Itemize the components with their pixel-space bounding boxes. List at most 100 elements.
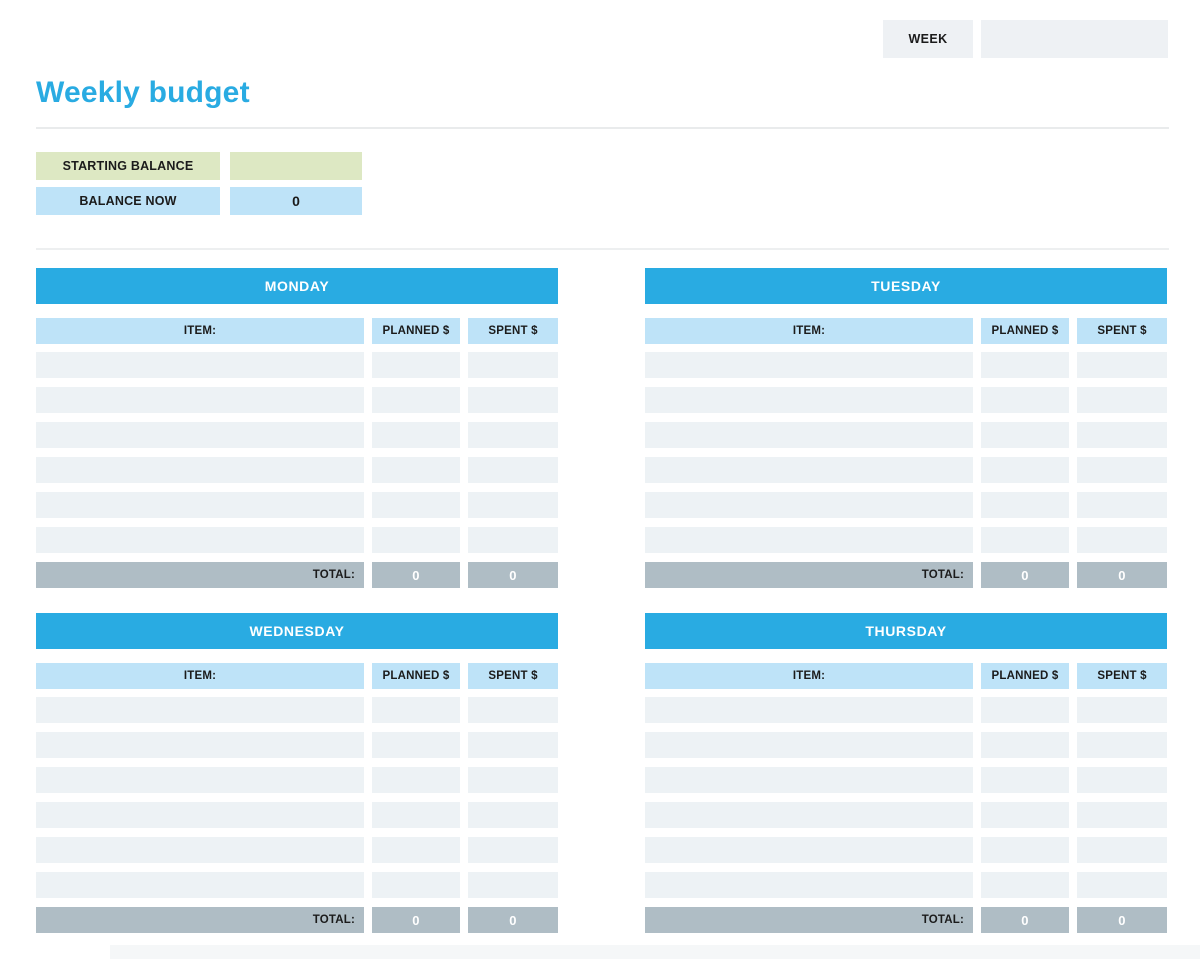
section-divider <box>36 248 1169 250</box>
spent-cell[interactable] <box>468 837 558 863</box>
item-cell[interactable] <box>645 837 973 863</box>
item-cell[interactable] <box>645 802 973 828</box>
column-header-spent: SPENT $ <box>468 318 558 344</box>
planned-cell[interactable] <box>372 457 460 483</box>
column-header-planned: PLANNED $ <box>981 318 1069 344</box>
spent-cell[interactable] <box>1077 527 1167 553</box>
item-cell[interactable] <box>36 837 364 863</box>
item-cell[interactable] <box>645 457 973 483</box>
spent-cell[interactable] <box>468 872 558 898</box>
planned-cell[interactable] <box>981 387 1069 413</box>
item-cell[interactable] <box>645 422 973 448</box>
item-cell[interactable] <box>36 767 364 793</box>
item-cell[interactable] <box>645 697 973 723</box>
item-cell[interactable] <box>36 352 364 378</box>
spent-cell[interactable] <box>468 422 558 448</box>
item-row <box>36 527 558 553</box>
day-header: TUESDAY <box>645 268 1167 304</box>
spent-cell[interactable] <box>468 767 558 793</box>
total-spent-value: 0 <box>1077 907 1167 933</box>
item-row <box>36 872 558 898</box>
item-row <box>36 837 558 863</box>
day-header: MONDAY <box>36 268 558 304</box>
total-row: TOTAL: 0 0 <box>645 907 1167 933</box>
planned-cell[interactable] <box>372 422 460 448</box>
planned-cell[interactable] <box>981 837 1069 863</box>
spent-cell[interactable] <box>1077 732 1167 758</box>
planned-cell[interactable] <box>372 872 460 898</box>
day-header: THURSDAY <box>645 613 1167 649</box>
item-row <box>645 457 1167 483</box>
item-cell[interactable] <box>645 492 973 518</box>
planned-cell[interactable] <box>981 802 1069 828</box>
spent-cell[interactable] <box>1077 387 1167 413</box>
item-cell[interactable] <box>36 732 364 758</box>
item-cell[interactable] <box>36 872 364 898</box>
spent-cell[interactable] <box>1077 457 1167 483</box>
planned-cell[interactable] <box>372 802 460 828</box>
total-label: TOTAL: <box>36 907 364 933</box>
planned-cell[interactable] <box>372 527 460 553</box>
planned-cell[interactable] <box>981 457 1069 483</box>
column-header-planned: PLANNED $ <box>372 318 460 344</box>
spent-cell[interactable] <box>1077 837 1167 863</box>
item-cell[interactable] <box>36 697 364 723</box>
spent-cell[interactable] <box>468 527 558 553</box>
spent-cell[interactable] <box>1077 872 1167 898</box>
planned-cell[interactable] <box>981 422 1069 448</box>
planned-cell[interactable] <box>981 527 1069 553</box>
item-cell[interactable] <box>645 352 973 378</box>
planned-cell[interactable] <box>981 697 1069 723</box>
planned-cell[interactable] <box>981 352 1069 378</box>
planned-cell[interactable] <box>372 732 460 758</box>
week-label: WEEK <box>883 20 973 58</box>
total-row: TOTAL: 0 0 <box>645 562 1167 588</box>
planned-cell[interactable] <box>372 387 460 413</box>
week-value-field[interactable] <box>981 20 1168 58</box>
planned-cell[interactable] <box>372 492 460 518</box>
planned-cell[interactable] <box>981 767 1069 793</box>
spent-cell[interactable] <box>1077 802 1167 828</box>
spent-cell[interactable] <box>1077 767 1167 793</box>
column-header-row: ITEM: PLANNED $ SPENT $ <box>645 318 1167 344</box>
starting-balance-value-field[interactable] <box>230 152 362 180</box>
item-cell[interactable] <box>645 387 973 413</box>
item-cell[interactable] <box>36 387 364 413</box>
item-cell[interactable] <box>645 732 973 758</box>
item-cell[interactable] <box>645 767 973 793</box>
item-row <box>645 527 1167 553</box>
item-cell[interactable] <box>36 802 364 828</box>
spent-cell[interactable] <box>468 352 558 378</box>
spent-cell[interactable] <box>468 387 558 413</box>
balance-now-value: 0 <box>230 187 362 215</box>
planned-cell[interactable] <box>981 492 1069 518</box>
planned-cell[interactable] <box>981 732 1069 758</box>
planned-cell[interactable] <box>981 872 1069 898</box>
planned-cell[interactable] <box>372 352 460 378</box>
item-row <box>645 422 1167 448</box>
column-header-planned: PLANNED $ <box>372 663 460 689</box>
planned-cell[interactable] <box>372 837 460 863</box>
item-cell[interactable] <box>645 872 973 898</box>
item-cell[interactable] <box>645 527 973 553</box>
column-header-item: ITEM: <box>36 318 364 344</box>
spent-cell[interactable] <box>468 457 558 483</box>
spent-cell[interactable] <box>468 802 558 828</box>
spent-cell[interactable] <box>1077 352 1167 378</box>
item-cell[interactable] <box>36 492 364 518</box>
item-cell[interactable] <box>36 527 364 553</box>
item-row <box>645 387 1167 413</box>
item-cell[interactable] <box>36 457 364 483</box>
planned-cell[interactable] <box>372 697 460 723</box>
spent-cell[interactable] <box>1077 422 1167 448</box>
spent-cell[interactable] <box>1077 492 1167 518</box>
spent-cell[interactable] <box>468 492 558 518</box>
column-header-row: ITEM: PLANNED $ SPENT $ <box>36 663 558 689</box>
item-cell[interactable] <box>36 422 364 448</box>
planned-cell[interactable] <box>372 767 460 793</box>
spent-cell[interactable] <box>468 732 558 758</box>
column-header-row: ITEM: PLANNED $ SPENT $ <box>36 318 558 344</box>
spent-cell[interactable] <box>1077 697 1167 723</box>
spent-cell[interactable] <box>468 697 558 723</box>
